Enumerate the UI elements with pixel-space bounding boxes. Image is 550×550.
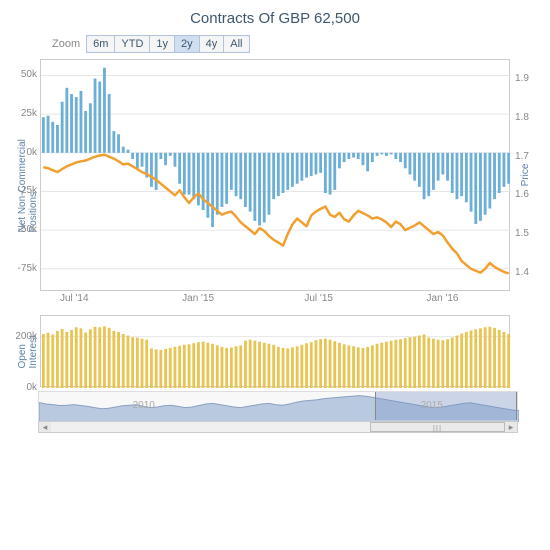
oi-chart-svg xyxy=(41,316,511,388)
nav-year-label: 2015 xyxy=(421,400,443,411)
scroll-left-arrow[interactable]: ◂ xyxy=(39,422,51,432)
y-right-tick: 1.6 xyxy=(515,189,529,200)
x-tick: Jan '15 xyxy=(182,293,214,304)
zoom-label: Zoom xyxy=(52,38,80,50)
main-chart-svg xyxy=(41,60,511,292)
scroll-track[interactable]: ||| xyxy=(51,422,505,432)
zoom-btn-2y[interactable]: 2y xyxy=(175,36,200,52)
scroll-handle[interactable]: ||| xyxy=(370,422,505,432)
x-tick: Jul '15 xyxy=(304,293,333,304)
y-right-tick: 1.8 xyxy=(515,112,529,123)
x-tick: Jul '14 xyxy=(60,293,89,304)
x-axis: Jul '14 Jan '15 Jul '15 Jan '16 xyxy=(40,291,510,309)
chart-title: Contracts Of GBP 62,500 xyxy=(0,0,550,35)
navigator-window[interactable] xyxy=(375,392,517,420)
y-left-tick: 25k xyxy=(9,108,37,119)
nav-year-label: 2010 xyxy=(133,400,155,411)
zoom-btn-ytd[interactable]: YTD xyxy=(115,36,150,52)
y-axis-right-label: Price xyxy=(520,164,531,187)
zoom-btn-6m[interactable]: 6m xyxy=(87,36,115,52)
y-right-tick: 1.9 xyxy=(515,73,529,84)
zoom-btn-all[interactable]: All xyxy=(224,36,248,52)
y-left-tick: 0k xyxy=(9,147,37,158)
y-left-tick: -75k xyxy=(9,263,37,274)
navigator-plot[interactable]: 2010 2015 xyxy=(38,391,518,421)
main-chart: Net Non-Commercial Positions Price -75k-… xyxy=(40,59,510,291)
oi-tick: 200k xyxy=(9,331,37,342)
oi-tick: 0k xyxy=(9,382,37,393)
open-interest-chart: Open Interest 0k200k xyxy=(40,315,510,387)
x-tick: Jan '16 xyxy=(427,293,459,304)
navigator: 2010 2015 ◂ ||| ▸ xyxy=(38,391,538,435)
zoom-controls: Zoom 6mYTD1y2y4yAll xyxy=(0,35,550,53)
zoom-btn-1y[interactable]: 1y xyxy=(150,36,175,52)
scroll-right-arrow[interactable]: ▸ xyxy=(505,422,517,432)
navigator-scrollbar[interactable]: ◂ ||| ▸ xyxy=(38,421,518,433)
zoom-button-group: 6mYTD1y2y4yAll xyxy=(86,35,249,53)
y-left-tick: 50k xyxy=(9,69,37,80)
y-right-tick: 1.7 xyxy=(515,151,529,162)
y-axis-left-label: Net Non-Commercial Positions xyxy=(17,118,39,233)
y-left-tick: -50k xyxy=(9,224,37,235)
y-right-tick: 1.4 xyxy=(515,267,529,278)
zoom-btn-4y[interactable]: 4y xyxy=(200,36,225,52)
y-left-tick: -25k xyxy=(9,185,37,196)
y-right-tick: 1.5 xyxy=(515,228,529,239)
